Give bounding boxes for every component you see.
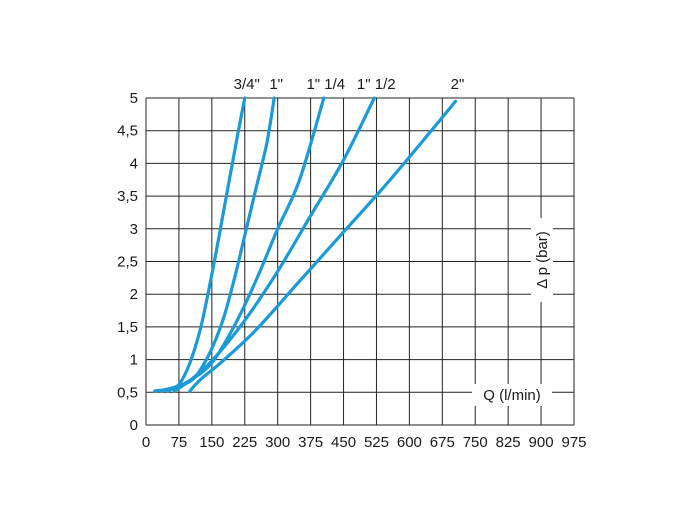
series-label-0: 3/4" xyxy=(234,76,260,93)
x-tick-label: 975 xyxy=(561,434,586,451)
y-tick-label: 2 xyxy=(130,286,138,303)
x-tick-label: 600 xyxy=(397,434,422,451)
y-tick-label: 0,5 xyxy=(117,384,138,401)
x-axis-title-group: Q (l/min) xyxy=(472,384,552,406)
x-tick-label: 825 xyxy=(496,434,521,451)
y-tick-label: 3 xyxy=(130,221,138,238)
series-label-3: 1" 1/2 xyxy=(357,76,396,93)
series-label-1: 1" xyxy=(269,76,283,93)
series-line-2 xyxy=(166,96,326,393)
chart-curves xyxy=(153,96,458,393)
x-tick-label: 750 xyxy=(463,434,488,451)
x-tick-label: 0 xyxy=(142,434,150,451)
series-line-3 xyxy=(172,96,376,393)
y-axis-title: Δ p (bar) xyxy=(534,231,551,289)
x-tick-label: 300 xyxy=(265,434,290,451)
y-tick-label: 5 xyxy=(130,90,138,107)
x-tick-label: 75 xyxy=(171,434,188,451)
y-tick-label: 4 xyxy=(130,155,138,172)
series-label-4: 2" xyxy=(451,76,465,93)
chart-ticks: 0 75 150 225 300 375 450 525 600 675 750 825 900 9750… xyxy=(117,90,586,451)
series-line-4 xyxy=(188,99,458,393)
x-tick-label: 375 xyxy=(298,434,323,451)
y-tick-label: 3,5 xyxy=(117,188,138,205)
x-tick-label: 150 xyxy=(199,434,224,451)
y-axis-title-group: Δ p (bar) xyxy=(531,218,553,302)
x-tick-label: 450 xyxy=(331,434,356,451)
series-label-2: 1" 1/4 xyxy=(306,76,345,93)
y-axis-title-background xyxy=(531,218,553,302)
x-axis-title-background xyxy=(472,384,552,406)
y-tick-label: 4,5 xyxy=(117,123,138,140)
chart-grid xyxy=(145,97,575,426)
series-line-0 xyxy=(153,96,247,393)
y-tick-label: 2,5 xyxy=(117,254,138,271)
y-tick-label: 1 xyxy=(130,352,138,369)
y-tick-label: 1,5 xyxy=(117,319,138,336)
x-tick-label: 675 xyxy=(430,434,455,451)
y-tick-label: 0 xyxy=(130,417,138,434)
x-tick-label: 900 xyxy=(529,434,554,451)
x-tick-label: 525 xyxy=(364,434,389,451)
chart-curve-labels: 3/4" 1" 1" 1/4 1" 1/2 2" xyxy=(234,76,465,93)
x-axis-title: Q (l/min) xyxy=(483,387,541,404)
x-tick-label: 225 xyxy=(232,434,257,451)
